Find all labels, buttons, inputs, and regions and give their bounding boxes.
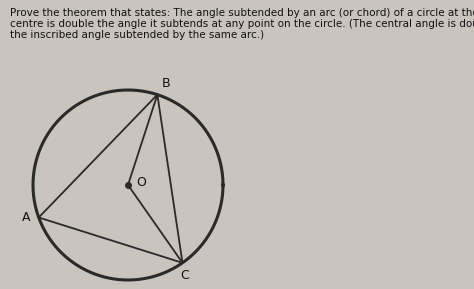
Text: B: B: [161, 77, 170, 90]
Text: O: O: [136, 177, 146, 190]
Text: A: A: [22, 211, 31, 224]
Text: centre is double the angle it subtends at any point on the circle. (The central : centre is double the angle it subtends a…: [10, 19, 474, 29]
Text: Prove the theorem that states: The angle subtended by an arc (or chord) of a cir: Prove the theorem that states: The angle…: [10, 8, 474, 18]
Text: the inscribed angle subtended by the same arc.): the inscribed angle subtended by the sam…: [10, 30, 264, 40]
Text: C: C: [180, 269, 189, 282]
